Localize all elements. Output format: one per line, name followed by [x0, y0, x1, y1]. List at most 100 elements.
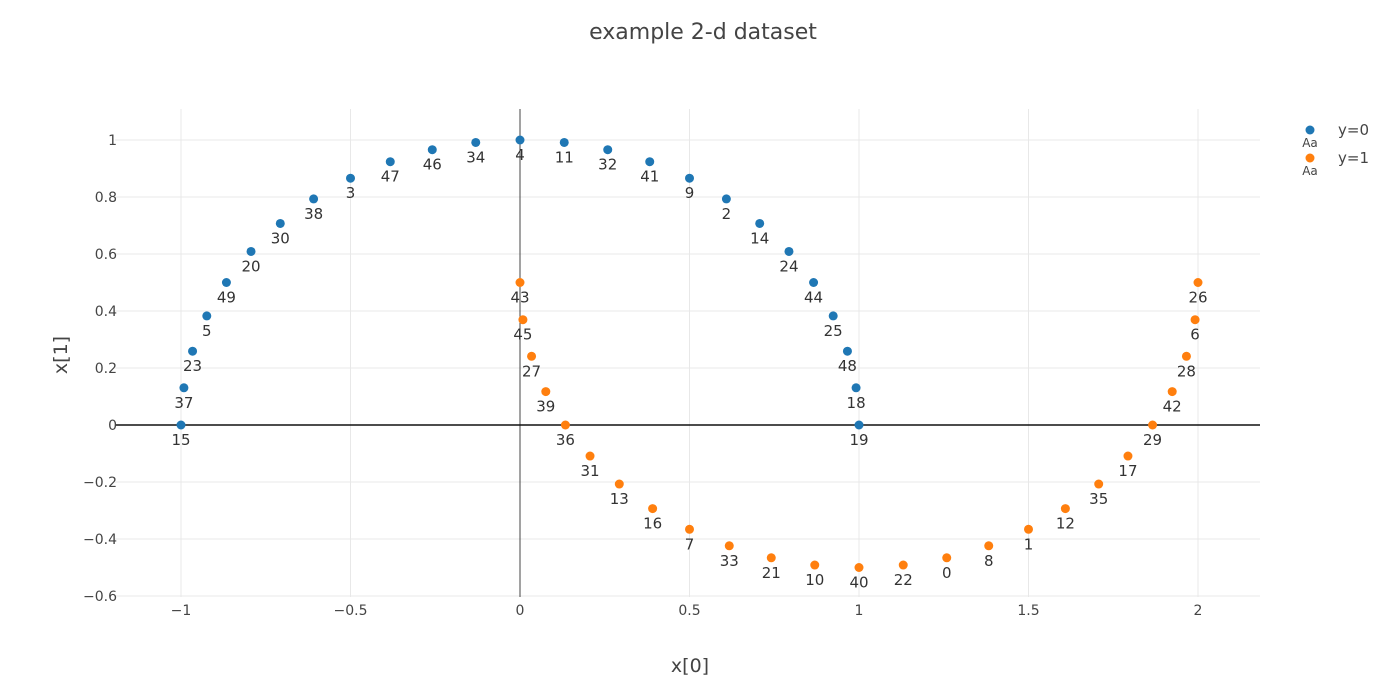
data-point-label: 6: [1190, 326, 1200, 344]
data-point-label: 10: [805, 571, 824, 589]
data-point: [515, 278, 525, 287]
data-point: [1024, 524, 1033, 534]
data-point: [1167, 387, 1177, 397]
data-point: [898, 560, 908, 570]
legend-entry-label[interactable]: y=0: [1338, 121, 1369, 139]
data-point: [1190, 315, 1200, 325]
data-point-label: 18: [847, 394, 866, 412]
data-point-label: 23: [183, 357, 202, 375]
data-point: [614, 479, 624, 489]
y-tick-label: −0.6: [83, 589, 117, 605]
data-point: [309, 194, 319, 204]
data-point-label: 4: [515, 146, 525, 164]
data-point: [585, 451, 595, 461]
data-point: [275, 218, 285, 228]
y-axis-title: x[1]: [50, 336, 72, 374]
data-point-label: 13: [610, 490, 629, 508]
legend[interactable]: Aa y=0 Aa y=1: [1302, 121, 1369, 178]
data-point-label: 9: [685, 184, 695, 202]
data-point: [1193, 278, 1203, 287]
data-point: [810, 560, 820, 570]
data-point: [645, 157, 655, 167]
data-point-label: 30: [271, 229, 290, 247]
data-point: [721, 194, 731, 204]
data-point: [471, 137, 481, 147]
data-point-label: 21: [762, 564, 781, 582]
data-point: [984, 541, 994, 551]
data-point-label: 3: [346, 184, 356, 202]
data-point-label: 46: [423, 156, 442, 174]
x-tick-label: 0.5: [678, 603, 700, 619]
data-point: [427, 145, 437, 155]
data-points: [176, 135, 1203, 572]
data-point: [560, 420, 570, 430]
data-point: [518, 315, 528, 325]
data-point: [221, 278, 231, 287]
zero-lines: [115, 109, 1260, 597]
x-tick-label: 0: [516, 603, 525, 619]
data-point: [385, 157, 395, 167]
x-tick-label: −1: [171, 603, 192, 619]
data-point-label: 16: [643, 515, 662, 533]
data-point: [851, 383, 861, 393]
y-axis-ticks: −0.6 −0.4 −0.2 0 0.2 0.4 0.6 0.8 1: [83, 133, 117, 605]
data-point: [755, 218, 765, 228]
data-point: [603, 145, 613, 155]
data-point: [188, 346, 198, 356]
data-point-label: 24: [779, 257, 798, 275]
data-point: [541, 387, 551, 397]
data-point-label: 42: [1163, 398, 1182, 416]
data-point: [1181, 351, 1191, 361]
data-point-label: 27: [522, 362, 541, 380]
data-point-label: 49: [217, 289, 236, 307]
legend-marker[interactable]: [1305, 125, 1315, 135]
data-point-label: 7: [685, 535, 695, 553]
data-point-label: 26: [1188, 289, 1207, 307]
data-point-label: 25: [824, 322, 843, 340]
data-point-label: 1: [1024, 535, 1034, 553]
data-point-label: 39: [536, 398, 555, 416]
data-point: [854, 420, 864, 430]
data-point: [842, 346, 852, 356]
legend-marker[interactable]: [1305, 153, 1315, 163]
data-point-label: 11: [555, 148, 574, 166]
data-point-label: 35: [1089, 490, 1108, 508]
data-point: [1060, 504, 1070, 514]
data-point-label: 15: [171, 431, 190, 449]
data-point-label: 37: [174, 394, 193, 412]
data-point-label: 43: [510, 289, 529, 307]
data-point: [809, 278, 819, 287]
data-point: [176, 420, 186, 430]
y-tick-label: 0.4: [95, 304, 117, 320]
data-point: [527, 351, 537, 361]
data-point: [559, 137, 569, 147]
data-point: [1094, 479, 1104, 489]
x-tick-label: −0.5: [334, 603, 368, 619]
y-tick-label: −0.2: [83, 475, 117, 491]
data-point-label: 29: [1143, 431, 1162, 449]
data-point-label: 5: [202, 322, 212, 340]
y-tick-label: −0.4: [83, 532, 117, 548]
data-point-label: 47: [381, 168, 400, 186]
data-point-label: 31: [580, 462, 599, 480]
data-point-label: 48: [838, 357, 857, 375]
data-point-label: 40: [849, 574, 868, 592]
legend-entry-label[interactable]: y=1: [1338, 149, 1369, 167]
data-point: [648, 504, 658, 514]
chart-title: example 2-d dataset: [589, 20, 817, 45]
data-point-label: 8: [984, 552, 994, 570]
data-point: [828, 311, 838, 321]
data-point-label: 19: [849, 431, 868, 449]
data-point: [724, 541, 734, 551]
legend-text-symbol: Aa: [1302, 164, 1318, 178]
x-tick-label: 1.5: [1017, 603, 1039, 619]
data-point-label: 0: [942, 564, 952, 582]
grid-lines: [115, 109, 1260, 597]
y-tick-label: 0.6: [95, 247, 117, 263]
data-point: [685, 524, 694, 534]
data-point: [1123, 451, 1133, 461]
data-point-label: 22: [894, 571, 913, 589]
y-tick-label: 1: [108, 133, 117, 149]
data-point-label: 2: [722, 205, 732, 223]
